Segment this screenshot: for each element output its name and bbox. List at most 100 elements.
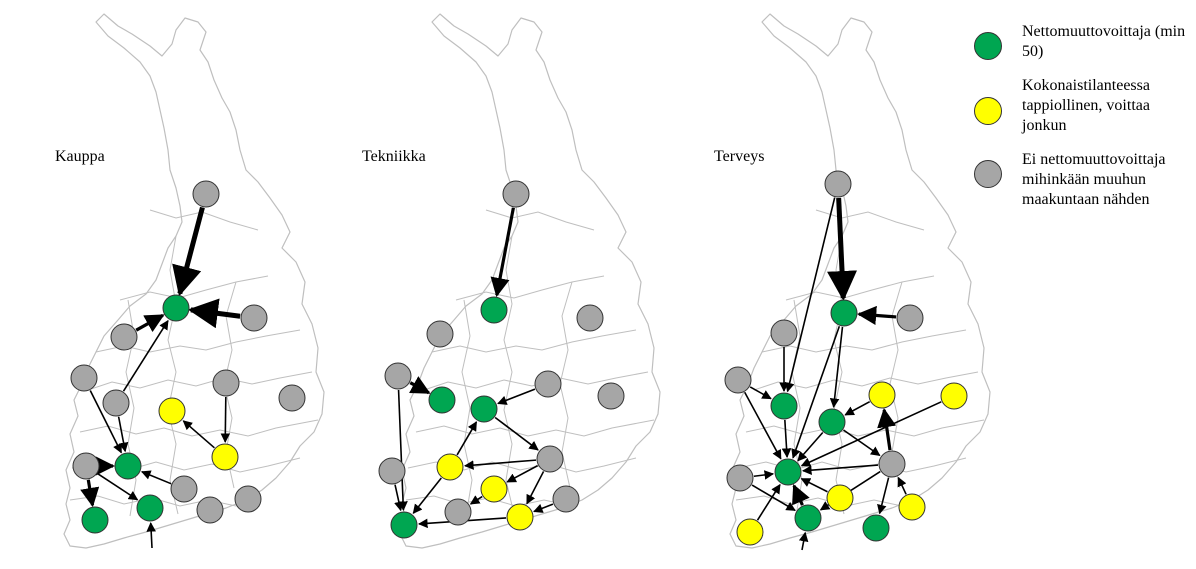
region-node-pirkanmaa [436,453,464,481]
region-border [149,209,259,231]
flow-arrow-varsinais-suomi-to-pirkanmaa [756,483,781,521]
region-border [79,419,319,437]
region-border [735,495,903,507]
region-node-keski-suomi [158,397,186,425]
region-node-keski-pohjanmaa [110,323,138,351]
region-node-pohjanmaa [70,364,98,392]
flow-arrow-satakunta-to-varsinais-suomi [394,484,404,512]
flow-arrow-keski-suomi-to-pirkanmaa [797,431,824,462]
region-node-etela-karjala [898,493,926,521]
flow-arrow-etela-savo-to-pohjois-savo [877,407,897,451]
region-border [455,275,605,301]
region-node-pohjois-karjala [597,382,625,410]
region-border [87,371,313,391]
flow-arrow-south-edge-to-kanta-hame [798,531,809,551]
region-node-kymenlaakso [862,514,890,542]
legend-item-yellow: Kokonaistilanteessa tappiollinen, voitta… [970,76,1196,136]
region-node-varsinais-suomi [81,506,109,534]
flow-arrow-etela-karjala-to-kymenlaakso [533,503,554,513]
flow-arrow-lappi-to-pohjois-pohjanmaa [490,207,515,298]
flow-arrow-paijat-hame-to-pirkanmaa [800,477,828,493]
flow-arrow-south-edge-to-kanta-hame [146,522,156,549]
region-border [745,419,985,437]
region-node-keski-pohjanmaa [770,319,798,347]
country-outline [63,13,325,549]
region-node-keski-suomi [470,395,498,423]
legend-gray-label: Ei nettomuuttovoittaja mihinkään muuhun … [1022,151,1166,208]
region-node-kanta-hame [794,504,822,532]
flow-arrow-pohjois-pohjanmaa-to-pirkanmaa [791,325,841,459]
region-node-lappi [502,180,530,208]
legend-green-marker [974,32,1002,60]
flow-arrow-lappi-to-pohjois-pohjanmaa [827,197,858,302]
region-node-kymenlaakso [506,503,534,531]
region-node-satakunta [726,464,754,492]
map-panel-kauppa [63,13,325,549]
legend-item-gray: Ei nettomuuttovoittaja mihinkään muuhun … [970,150,1196,210]
flow-arrow-lappi-to-pohjois-pohjanmaa [172,206,205,297]
region-node-etela-pohjanmaa [102,389,130,417]
region-node-pohjanmaa [384,362,412,390]
region-node-pohjois-savo [534,370,562,398]
flow-arrow-satakunta-to-kanta-hame [97,473,139,501]
flow-arrow-etela-savo-to-keski-suomi [182,420,215,449]
map-panel-tekniikka [378,13,661,549]
legend-yellow-label: Kokonaistilanteessa tappiollinen, voitta… [1022,77,1150,134]
region-node-pohjois-karjala [278,384,306,412]
region-node-pohjanmaa [724,366,752,394]
country-outline [729,13,991,549]
region-border [167,235,179,515]
panel-title-terveys: Terveys [714,148,765,165]
region-node-pohjois-savo [868,381,896,409]
legend-green-label: Nettomuuttovoittaja (min 50) [1022,23,1186,60]
region-border [737,457,967,473]
flow-arrow-etela-pohjanmaa-to-pirkanmaa [781,419,792,458]
flow-arrow-paijat-hame-to-kanta-hame [469,495,483,505]
region-node-etela-pohjanmaa [770,392,798,420]
region-node-pohjois-karjala [940,382,968,410]
region-node-varsinais-suomi [390,511,418,539]
region-node-pirkanmaa [774,458,802,486]
region-node-etela-karjala [552,485,580,513]
flow-arrow-keski-suomi-to-etela-savo [843,429,881,457]
region-node-paijat-hame [826,484,854,512]
panel-title-tekniikka: Tekniikka [362,148,426,165]
flow-arrow-pohjois-savo-to-keski-suomi [497,388,536,405]
region-border [423,371,649,391]
region-node-etela-pohjanmaa [428,386,456,414]
flow-arrow-satakunta-to-varsinais-suomi [80,479,100,508]
legend-item-green: Nettomuuttovoittaja (min 50) [970,22,1196,62]
region-node-paijat-hame [170,475,198,503]
flow-arrow-pohjanmaa-to-varsinais-suomi [397,389,408,511]
region-node-etela-savo [878,450,906,478]
flow-arrow-keski-pohjanmaa-to-pohjois-pohjanmaa [135,313,165,333]
region-border [415,419,655,437]
region-node-pohjois-pohjanmaa [480,296,508,324]
flow-arrow-kainuu-to-pohjois-pohjanmaa [187,298,241,329]
map-panel-terveys [724,13,991,551]
region-node-paijat-hame [480,475,508,503]
region-node-satakunta [378,457,406,485]
flow-arrow-etela-savo-to-kymenlaakso [526,471,545,505]
region-border [431,329,637,353]
flow-arrow-pohjanmaa-to-pirkanmaa [743,391,782,460]
flow-arrow-etela-pohjanmaa-to-pohjois-pohjanmaa [122,319,169,392]
region-node-kymenlaakso [196,496,224,524]
flow-arrow-pohjanmaa-to-etela-pohjanmaa [749,386,772,400]
region-node-satakunta [72,452,100,480]
flow-arrow-kanta-hame-to-pirkanmaa [792,483,810,506]
region-border [815,209,925,231]
flow-arrow-pirkanmaa-to-varsinais-suomi [412,477,442,514]
flow-arrow-keski-suomi-to-etela-savo [494,416,539,451]
legend: Nettomuuttovoittaja (min 50) Kokonaistil… [970,22,1196,224]
region-node-lappi [192,180,220,208]
region-node-kainuu [240,304,268,332]
region-node-pohjois-savo [212,369,240,397]
region-node-kanta-hame [136,494,164,522]
panel-title-kauppa: Kauppa [55,148,105,165]
flow-arrow-etela-savo-to-pirkanmaa [801,464,879,475]
region-border [461,299,473,517]
region-border [485,209,595,231]
